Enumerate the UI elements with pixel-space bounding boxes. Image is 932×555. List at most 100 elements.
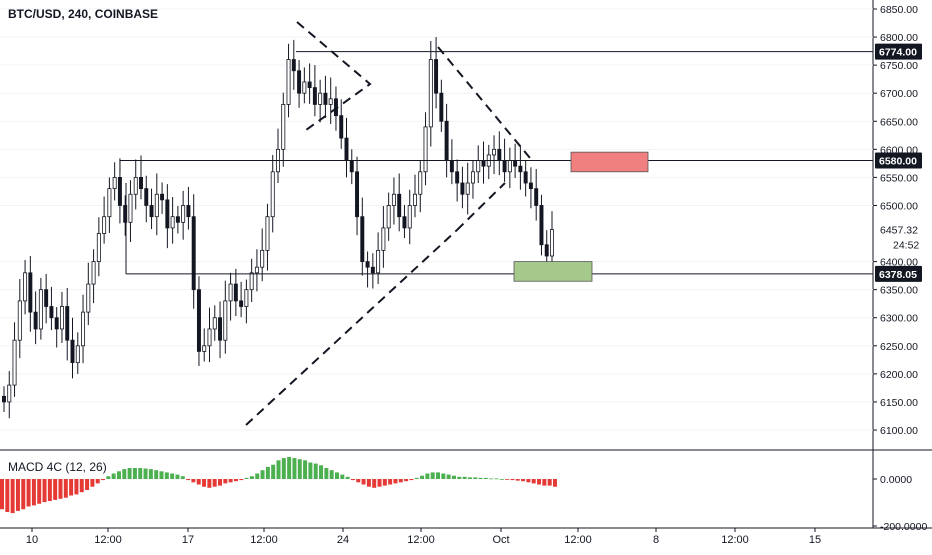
level-price-label: 6580.00 xyxy=(879,156,917,168)
candle xyxy=(207,328,212,347)
macd-bar xyxy=(398,479,403,483)
macd-bar xyxy=(499,479,504,480)
horizontal-levels[interactable] xyxy=(119,51,873,275)
time-axis[interactable]: 10 12:00 17 12:00 24 12:00 Oct 12:00 8 12:00 15 xyxy=(26,528,821,546)
macd-tick-label: -200.0000 xyxy=(880,521,927,533)
candle xyxy=(476,160,481,173)
candle xyxy=(33,311,38,330)
candle xyxy=(270,171,275,218)
macd-bar xyxy=(207,479,212,488)
candle xyxy=(86,283,91,313)
target-zones[interactable] xyxy=(513,151,649,282)
macd-bar xyxy=(228,479,233,483)
macd-bar xyxy=(69,479,74,496)
macd-bar xyxy=(95,479,100,484)
price-tick-label: 6650.00 xyxy=(880,116,918,128)
macd-bar xyxy=(542,479,547,486)
candle xyxy=(28,272,33,313)
macd-bar xyxy=(361,479,366,485)
macd-tick-label: 0.0000 xyxy=(880,474,912,486)
time-tick-label: 12:00 xyxy=(721,534,749,546)
candle xyxy=(291,59,296,72)
macd-bar xyxy=(85,479,90,490)
macd-bar xyxy=(366,479,371,487)
macd-bar xyxy=(276,460,281,479)
symbol-title[interactable]: BTC/USD, 240, COINBASE xyxy=(8,7,159,21)
macd-bar xyxy=(138,468,143,479)
candle xyxy=(428,59,433,128)
time-tick-label: 12:00 xyxy=(407,534,435,546)
price-axis[interactable]: 6850.006800.006750.006700.006650.006600.… xyxy=(873,4,922,437)
candle xyxy=(17,300,22,341)
candle xyxy=(196,289,201,352)
price-tick-label: 6300.00 xyxy=(880,313,918,325)
sell-zone-box[interactable] xyxy=(570,151,649,173)
candle xyxy=(144,188,149,206)
buy-zone-box[interactable] xyxy=(513,261,593,282)
candle xyxy=(170,216,175,229)
macd-bar xyxy=(420,475,425,479)
candle xyxy=(44,289,49,307)
price-tick-label: 6400.00 xyxy=(880,257,918,269)
macd-axis: 0.0000 -200.0000 xyxy=(873,474,927,533)
candle xyxy=(260,249,265,268)
candle xyxy=(518,165,523,173)
macd-bar xyxy=(372,479,377,488)
level-price-label: 6774.00 xyxy=(879,47,917,59)
candle xyxy=(249,272,254,291)
macd-bar xyxy=(446,474,451,479)
triangle-lower-edge[interactable] xyxy=(456,182,506,231)
candle xyxy=(54,317,59,330)
candle xyxy=(38,289,43,330)
macd-bar xyxy=(297,459,302,479)
candle xyxy=(407,205,412,229)
ascending-trendline[interactable] xyxy=(245,229,458,426)
macd-bar xyxy=(526,479,531,483)
descending-trendline[interactable] xyxy=(437,46,531,159)
macd-bar xyxy=(47,479,52,501)
macd-bar xyxy=(186,479,191,481)
macd-bar xyxy=(233,479,238,482)
macd-bar xyxy=(515,479,520,481)
macd-bar xyxy=(180,476,185,479)
time-tick-label: 12:00 xyxy=(564,534,592,546)
candle xyxy=(65,306,70,341)
price-tick-label: 6250.00 xyxy=(880,341,918,353)
price-tick-label: 6200.00 xyxy=(880,369,918,381)
macd-bar xyxy=(101,479,106,481)
time-tick-label: 15 xyxy=(809,534,821,546)
candle xyxy=(123,205,128,223)
candle xyxy=(112,176,117,190)
macd-bar xyxy=(547,479,552,486)
macd-bar xyxy=(74,479,79,495)
price-tick-label: 6850.00 xyxy=(880,4,918,16)
candle xyxy=(449,160,454,173)
macd-bar xyxy=(239,479,244,481)
macd-bar xyxy=(451,475,456,479)
macd-bar xyxy=(521,479,526,482)
macd-indicator-title[interactable]: MACD 4C (12, 26) xyxy=(8,460,107,474)
triangle-pattern-left[interactable] xyxy=(296,21,372,131)
candle xyxy=(212,317,217,330)
candle xyxy=(91,261,96,285)
candle xyxy=(439,92,444,122)
macd-bar xyxy=(223,479,228,484)
candle xyxy=(191,216,196,291)
candle xyxy=(497,148,502,161)
candle xyxy=(23,272,28,302)
macd-bar xyxy=(0,479,4,510)
candle xyxy=(413,193,417,206)
macd-bar xyxy=(324,468,329,479)
macd-bar xyxy=(202,479,207,487)
candle xyxy=(175,216,180,223)
price-tick-label: 6550.00 xyxy=(880,172,918,184)
candle xyxy=(286,59,291,105)
candle xyxy=(202,345,207,352)
pattern-drawings[interactable] xyxy=(245,21,531,426)
candle xyxy=(418,171,423,195)
candle xyxy=(312,87,317,105)
macd-bar xyxy=(106,476,111,479)
price-tick-label: 6350.00 xyxy=(880,285,918,297)
candle xyxy=(318,92,323,105)
